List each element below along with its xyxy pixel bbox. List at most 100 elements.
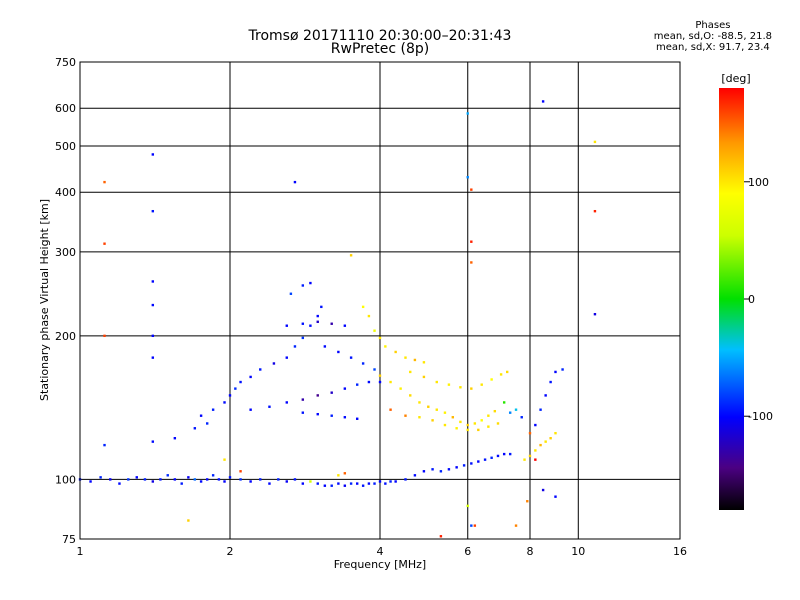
data-point	[259, 368, 262, 371]
data-point	[361, 484, 365, 487]
data-point	[316, 314, 319, 318]
phase-header: Phases	[695, 20, 731, 31]
data-point	[534, 449, 537, 452]
data-point	[143, 478, 147, 481]
data-point	[323, 484, 327, 487]
data-point	[502, 401, 506, 404]
data-point	[277, 478, 280, 481]
data-point	[470, 524, 473, 527]
data-point	[337, 474, 340, 477]
data-point	[384, 482, 387, 485]
data-point	[151, 153, 155, 156]
data-point	[373, 482, 376, 485]
colorbar	[719, 88, 744, 510]
data-point	[473, 524, 477, 527]
data-point	[103, 242, 106, 245]
y-axis-label: Stationary phase Virtual Height [km]	[38, 199, 51, 401]
grid-lines	[80, 62, 680, 539]
data-point	[502, 452, 506, 456]
data-point	[561, 368, 564, 371]
data-point	[343, 387, 347, 390]
y-axis-ticks: 750 600 500 400 300 200 100 75	[55, 56, 76, 546]
x-tick-label: 1	[77, 545, 84, 558]
data-point	[427, 405, 430, 408]
data-point	[330, 484, 333, 487]
colorbar-ticks: 100 0 -100	[744, 176, 773, 423]
data-point	[480, 383, 483, 386]
colorbar-tick-label: -100	[748, 410, 773, 423]
data-point	[349, 254, 353, 257]
data-point	[541, 488, 545, 492]
data-point	[378, 480, 382, 483]
data-points	[78, 100, 597, 538]
data-point	[490, 378, 493, 381]
data-point	[466, 423, 469, 427]
colorbar-label: [deg]	[721, 72, 750, 85]
data-point	[593, 312, 597, 316]
data-point	[268, 405, 271, 408]
data-point	[349, 482, 353, 485]
phase-x-stats: mean, sd,X: 91.7, 23.4	[656, 42, 770, 53]
data-point	[228, 476, 232, 479]
data-point	[187, 519, 190, 522]
data-point	[593, 140, 597, 144]
data-point	[361, 362, 365, 365]
data-point	[367, 380, 371, 384]
data-point	[103, 180, 106, 184]
data-point	[378, 380, 382, 384]
data-point	[549, 380, 552, 384]
data-point	[228, 394, 232, 397]
data-point	[285, 401, 288, 404]
data-point	[173, 437, 177, 440]
data-point	[389, 480, 392, 483]
data-point	[435, 408, 438, 411]
data-point	[514, 408, 518, 411]
data-point	[239, 470, 242, 473]
y-tick-label: 600	[55, 102, 76, 115]
data-point	[409, 370, 412, 374]
data-point	[470, 462, 473, 465]
data-point	[316, 482, 319, 485]
data-point	[462, 464, 466, 467]
data-point	[418, 416, 421, 419]
x-axis-ticks: 1 2 4 6 8 10 16	[77, 545, 688, 558]
data-point	[477, 428, 480, 432]
y-tick-label: 300	[55, 246, 76, 259]
data-point	[330, 414, 333, 417]
data-point	[166, 474, 169, 477]
data-point	[127, 478, 130, 481]
data-point	[89, 480, 92, 483]
data-point	[554, 495, 557, 498]
data-point	[514, 524, 518, 527]
data-point	[470, 188, 473, 191]
data-point	[523, 458, 526, 461]
data-point	[470, 240, 473, 243]
data-point	[528, 431, 532, 435]
data-point	[135, 476, 138, 479]
y-tick-label: 100	[55, 473, 76, 486]
data-point	[301, 398, 305, 401]
data-point	[159, 478, 162, 481]
data-point	[459, 420, 462, 424]
data-point	[466, 112, 469, 115]
data-point	[330, 322, 333, 325]
data-point	[389, 408, 392, 411]
data-point	[394, 480, 397, 483]
data-point	[477, 460, 480, 463]
data-point	[301, 322, 305, 325]
data-point	[293, 478, 297, 481]
data-point	[337, 350, 340, 354]
data-point	[435, 380, 438, 384]
data-point	[483, 458, 487, 461]
x-tick-label: 4	[377, 545, 384, 558]
data-point	[199, 480, 203, 483]
data-point	[549, 437, 552, 440]
data-point	[301, 482, 305, 485]
data-point	[285, 356, 288, 359]
data-point	[413, 358, 417, 362]
data-point	[151, 356, 155, 359]
data-point	[309, 324, 312, 327]
data-point	[349, 356, 353, 359]
data-point	[499, 373, 503, 376]
data-point	[496, 454, 500, 458]
